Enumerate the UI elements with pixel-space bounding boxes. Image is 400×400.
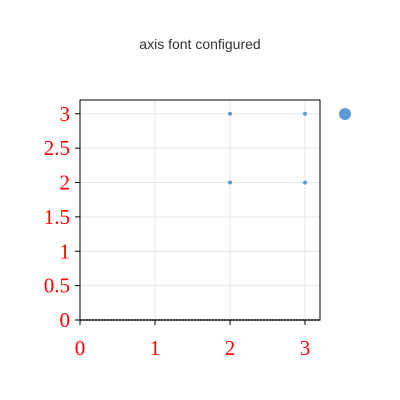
y-tick-label: 3 xyxy=(60,102,71,126)
data-point[interactable] xyxy=(303,180,307,185)
x-axis: 0 1 2 3 xyxy=(75,320,311,360)
x-tick-label: 0 xyxy=(75,336,86,360)
data-points xyxy=(228,111,307,185)
x-tick-label: 3 xyxy=(300,336,311,360)
legend-marker[interactable] xyxy=(339,108,351,120)
y-tick-label: 2 xyxy=(60,171,71,195)
data-point[interactable] xyxy=(303,111,307,116)
y-tick-label: 0 xyxy=(60,308,71,332)
y-tick-label: 1 xyxy=(60,239,71,263)
data-point[interactable] xyxy=(228,180,232,185)
y-tick-label: 2.5 xyxy=(44,136,70,160)
y-axis: 0 0.5 1 1.5 2 2.5 3 xyxy=(44,102,80,332)
chart-title: axis font configured xyxy=(139,36,260,52)
legend[interactable] xyxy=(339,108,351,120)
plot-frame xyxy=(79,99,321,321)
x-tick-label: 2 xyxy=(225,336,236,360)
y-tick-label: 0.5 xyxy=(44,274,70,298)
data-point[interactable] xyxy=(228,111,232,116)
x-tick-label: 1 xyxy=(150,336,161,360)
y-tick-label: 1.5 xyxy=(44,205,70,229)
grid xyxy=(79,100,320,321)
